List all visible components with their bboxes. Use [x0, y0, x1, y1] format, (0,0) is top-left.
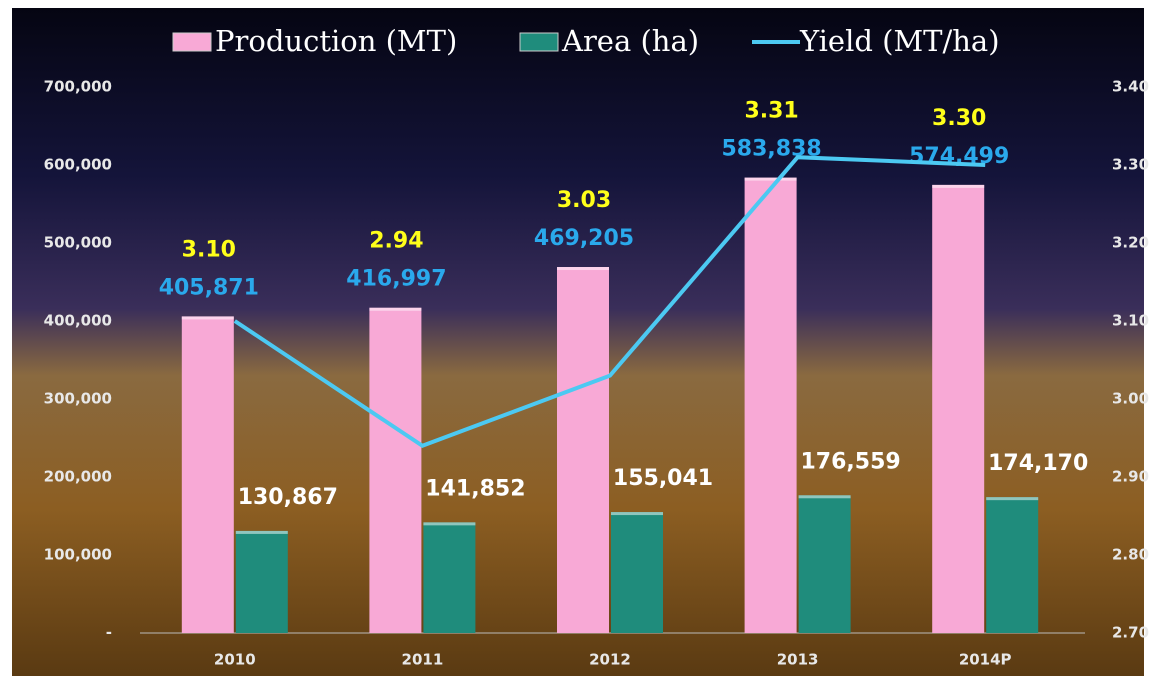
x-tick-label: 2011	[402, 651, 444, 669]
x-tick-label: 2014P	[959, 651, 1012, 669]
bar	[744, 177, 797, 633]
data-label: 416,997	[346, 267, 446, 292]
bar-highlight	[557, 267, 609, 271]
data-label: 405,871	[159, 275, 259, 300]
y-tick-label: 500,000	[44, 234, 112, 252]
bar-highlight	[986, 497, 1039, 501]
bar-highlight	[181, 316, 234, 320]
bar-highlight	[235, 530, 288, 534]
y2-tick-label: 3.10	[1112, 312, 1149, 330]
legend-label: Production (MT)	[215, 24, 457, 58]
y2-tick-label: 2.70	[1112, 624, 1149, 642]
data-label: 3.30	[932, 106, 986, 131]
legend-label: Yield (MT/ha)	[799, 24, 1000, 58]
y-tick-label: 200,000	[44, 468, 112, 486]
bar	[932, 184, 985, 633]
bar-highlight	[611, 512, 663, 516]
data-label: 130,867	[238, 485, 338, 510]
bar-highlight	[798, 495, 851, 499]
y-tick-label: 300,000	[44, 390, 112, 408]
y-tick-label: 400,000	[44, 312, 112, 330]
y2-tick-label: 3.30	[1112, 156, 1149, 174]
legend-label: Area (ha)	[561, 24, 699, 58]
line	[233, 155, 986, 449]
bar-highlight	[423, 522, 476, 526]
y2-tick-label: 2.90	[1112, 468, 1149, 486]
bar	[557, 267, 609, 633]
bar	[235, 530, 288, 633]
y2-tick-label: 3.40	[1112, 78, 1149, 96]
data-label: 3.31	[744, 99, 798, 124]
legend-swatch	[172, 32, 212, 52]
y2-tick-label: 3.00	[1112, 390, 1149, 408]
bar-highlight	[369, 307, 422, 311]
data-label: 174,170	[988, 451, 1088, 476]
data-label: 3.03	[557, 188, 611, 213]
data-label: 155,041	[613, 466, 713, 491]
y2-tick-label: 2.80	[1112, 546, 1149, 564]
bar	[369, 307, 422, 633]
bar	[611, 512, 663, 633]
y2-tick-label: 3.20	[1112, 234, 1149, 252]
data-label: 2.94	[369, 229, 423, 254]
bar	[986, 497, 1039, 633]
bar	[423, 522, 476, 633]
data-label: 469,205	[534, 226, 634, 251]
data-label: 176,559	[800, 449, 900, 474]
bar-highlight	[744, 177, 797, 181]
x-tick-label: 2012	[589, 651, 631, 669]
legend-swatch	[519, 32, 559, 52]
y-tick-label: 700,000	[44, 78, 112, 96]
data-label: 141,852	[425, 476, 525, 501]
bar-highlight	[932, 184, 985, 188]
y-tick-label: -	[106, 624, 112, 642]
x-tick-label: 2013	[777, 651, 819, 669]
data-label: 3.10	[182, 237, 236, 262]
x-tick-label: 2010	[214, 651, 256, 669]
y-tick-label: 600,000	[44, 156, 112, 174]
bar	[181, 316, 234, 633]
bar	[798, 495, 851, 633]
y-tick-label: 100,000	[44, 546, 112, 564]
